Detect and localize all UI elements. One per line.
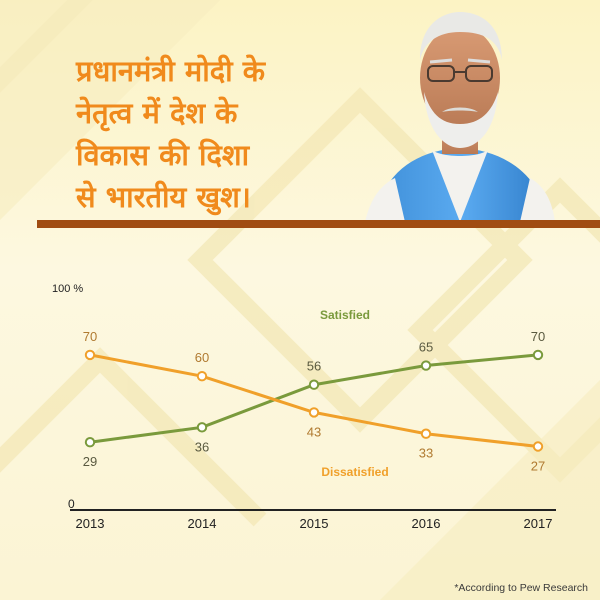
data-label-satisfied-2013: 29 xyxy=(83,454,97,469)
data-label-dissatisfied-2013: 70 xyxy=(83,329,97,344)
data-point-satisfied-2013 xyxy=(84,437,96,448)
x-tick-label-2017: 2017 xyxy=(524,516,553,531)
headline-line-3: विकास की दिशा xyxy=(76,138,250,172)
y-tick-label-min: 0 xyxy=(68,497,75,511)
data-label-dissatisfied-2014: 60 xyxy=(195,350,209,365)
data-point-satisfied-2016 xyxy=(420,360,432,371)
data-label-dissatisfied-2017: 27 xyxy=(531,458,545,473)
data-point-dissatisfied-2015 xyxy=(308,407,320,418)
headline-line-4: से भारतीय खुश। xyxy=(76,180,251,214)
portrait-photo xyxy=(365,12,555,222)
x-tick-label-2015: 2015 xyxy=(300,516,329,531)
x-tick-label-2014: 2014 xyxy=(188,516,217,531)
data-point-satisfied-2015 xyxy=(308,379,320,390)
divider-bar xyxy=(37,220,600,228)
data-label-satisfied-2014: 36 xyxy=(195,439,209,454)
x-tick-label-2016: 2016 xyxy=(412,516,441,531)
headline-line-1: प्रधानमंत्री मोदी के xyxy=(76,54,266,88)
source-footnote: *According to Pew Research xyxy=(454,582,588,594)
data-label-satisfied-2017: 70 xyxy=(531,329,545,344)
data-point-dissatisfied-2017 xyxy=(532,441,544,452)
data-point-satisfied-2017 xyxy=(532,349,544,361)
data-label-dissatisfied-2015: 43 xyxy=(307,424,321,439)
headline-line-2: नेतृत्व में देश के xyxy=(76,96,238,130)
data-point-dissatisfied-2016 xyxy=(420,428,432,439)
data-label-satisfied-2016: 65 xyxy=(419,340,433,355)
data-label-satisfied-2015: 56 xyxy=(307,359,321,374)
data-label-dissatisfied-2016: 33 xyxy=(419,446,433,461)
x-tick-label-2013: 2013 xyxy=(76,516,105,531)
y-tick-label-max: 100 % xyxy=(52,283,83,295)
data-point-dissatisfied-2014 xyxy=(196,371,208,382)
data-point-satisfied-2014 xyxy=(196,422,208,433)
data-point-dissatisfied-2013 xyxy=(84,349,96,361)
series-label-dissatisfied: Dissatisfied xyxy=(321,465,388,479)
series-label-satisfied: Satisfied xyxy=(320,308,370,322)
headline: प्रधानमंत्री मोदी के नेतृत्व में देश के … xyxy=(76,50,376,218)
